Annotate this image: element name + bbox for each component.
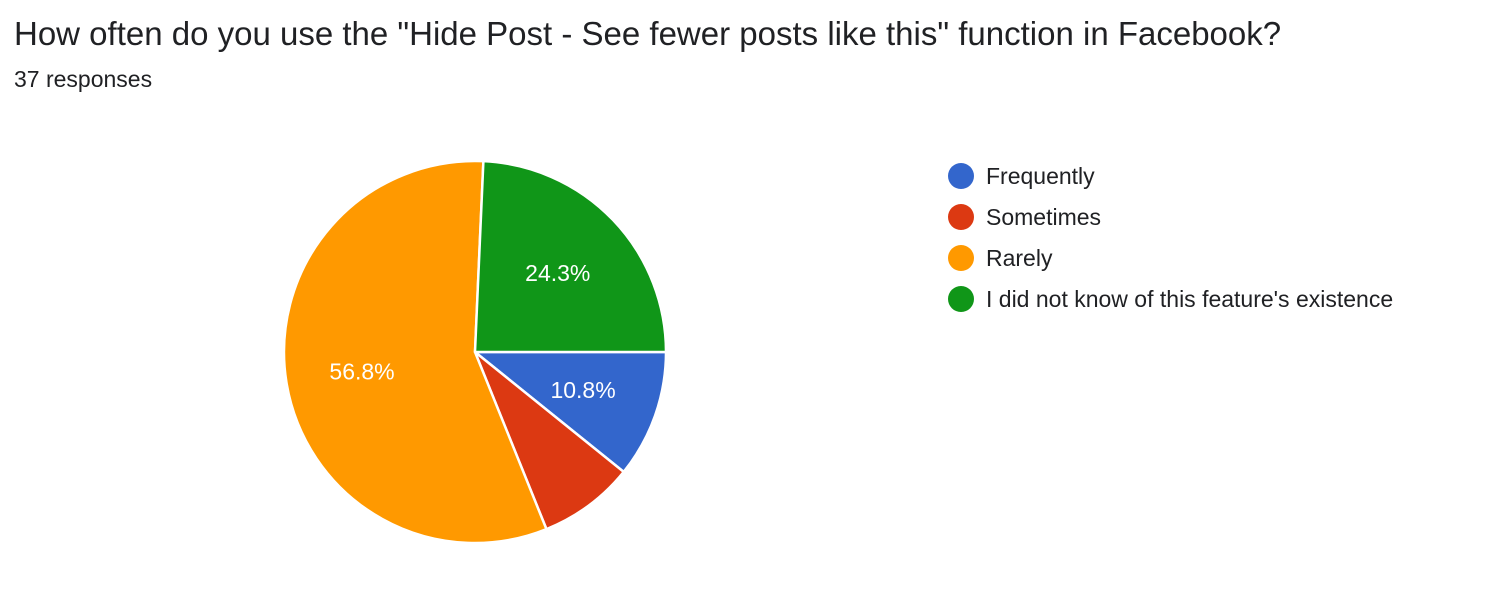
slice-label-frequently: 10.8% — [550, 377, 615, 403]
question-title: How often do you use the "Hide Post - Se… — [14, 15, 1282, 52]
pie-slice-rarely[interactable] — [282, 159, 548, 545]
legend-item-i-did-not-know-of-this-feature-s-existence[interactable]: I did not know of this feature's existen… — [948, 278, 1393, 319]
legend-item-sometimes[interactable]: Sometimes — [948, 196, 1393, 237]
legend-swatch-icon — [948, 203, 974, 230]
legend-swatch-icon — [948, 162, 974, 189]
slice-label-i-did-not-know-of-this-feature-s-existence: 24.3% — [525, 260, 590, 286]
legend-label: Frequently — [986, 162, 1095, 189]
legend-label: I did not know of this feature's existen… — [986, 285, 1394, 312]
legend-label: Sometimes — [986, 203, 1102, 230]
legend-swatch-icon — [948, 285, 974, 312]
legend-item-rarely[interactable]: Rarely — [948, 237, 1393, 278]
pie-slice-i-did-not-know-of-this-feature-s-existence[interactable] — [473, 159, 668, 354]
response-count: 37 responses — [14, 66, 153, 92]
legend-item-frequently[interactable]: Frequently — [948, 155, 1393, 196]
pie-slice-frequently[interactable] — [473, 350, 668, 474]
slice-label-rarely: 56.8% — [329, 358, 394, 384]
chart-legend: Frequently Sometimes Rarely I did not know … — [948, 155, 1393, 319]
legend-label: Rarely — [986, 244, 1053, 271]
pie-slice-sometimes[interactable] — [473, 350, 625, 531]
legend-swatch-icon — [948, 244, 974, 271]
